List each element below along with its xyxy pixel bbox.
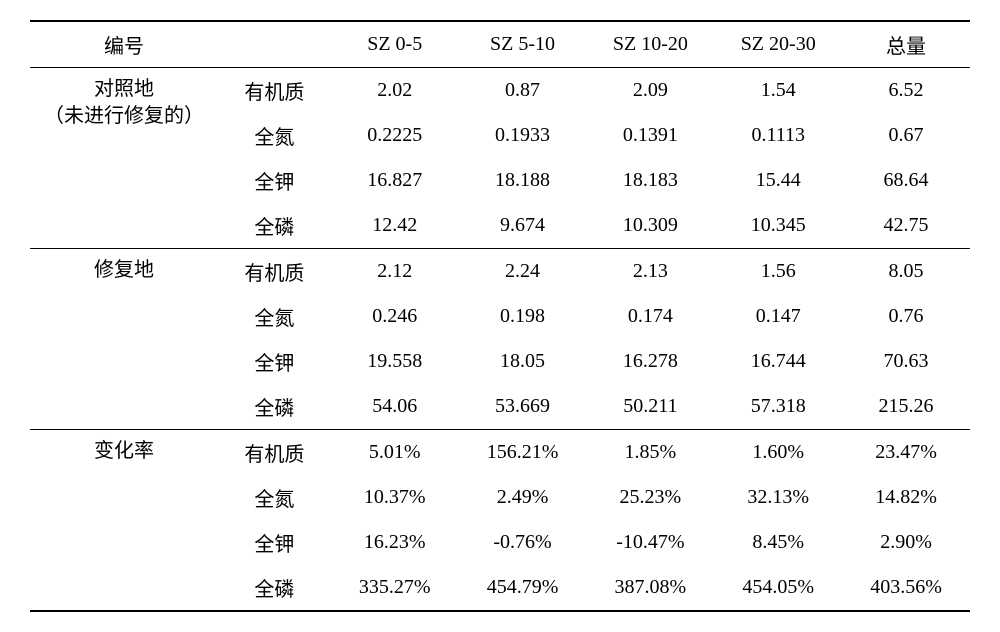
group-label-line: （未进行修复的） (34, 103, 214, 130)
data-cell: 0.87 (459, 68, 587, 114)
data-cell: 10.37% (331, 475, 459, 520)
data-cell: 0.1391 (586, 113, 714, 158)
data-cell: -0.76% (459, 520, 587, 565)
table-row: 对照地（未进行修复的）有机质2.020.872.091.546.52 (30, 68, 970, 114)
data-cell: 25.23% (586, 475, 714, 520)
data-cell: 18.05 (459, 339, 587, 384)
data-cell: 0.246 (331, 294, 459, 339)
data-cell: 2.49% (459, 475, 587, 520)
group-label: 对照地（未进行修复的） (30, 68, 218, 249)
metric-label: 全磷 (218, 565, 331, 611)
data-cell: 19.558 (331, 339, 459, 384)
data-cell: 2.02 (331, 68, 459, 114)
data-cell: 0.1113 (714, 113, 842, 158)
data-cell: 12.42 (331, 203, 459, 249)
data-cell: 50.211 (586, 384, 714, 430)
col-header: SZ 10-20 (586, 21, 714, 68)
data-cell: 18.183 (586, 158, 714, 203)
data-cell: 9.674 (459, 203, 587, 249)
data-cell: 16.827 (331, 158, 459, 203)
data-cell: 10.309 (586, 203, 714, 249)
group-label-line: 变化率 (34, 438, 214, 465)
metric-label: 全氮 (218, 294, 331, 339)
data-cell: 0.76 (842, 294, 970, 339)
data-cell: 16.23% (331, 520, 459, 565)
data-cell: 14.82% (842, 475, 970, 520)
data-cell: 2.24 (459, 249, 587, 295)
data-cell: 70.63 (842, 339, 970, 384)
group-label: 变化率 (30, 430, 218, 612)
metric-label: 有机质 (218, 430, 331, 476)
data-cell: 68.64 (842, 158, 970, 203)
data-cell: 57.318 (714, 384, 842, 430)
data-cell: 0.2225 (331, 113, 459, 158)
data-cell: 8.05 (842, 249, 970, 295)
data-cell: 18.188 (459, 158, 587, 203)
data-cell: 454.79% (459, 565, 587, 611)
data-cell: 15.44 (714, 158, 842, 203)
data-cell: 16.744 (714, 339, 842, 384)
data-table: 编号 SZ 0-5 SZ 5-10 SZ 10-20 SZ 20-30 总量 对… (30, 20, 970, 612)
col-header (218, 21, 331, 68)
data-cell: 2.12 (331, 249, 459, 295)
col-header: 总量 (842, 21, 970, 68)
data-cell: -10.47% (586, 520, 714, 565)
data-cell: 1.85% (586, 430, 714, 476)
data-cell: 0.147 (714, 294, 842, 339)
metric-label: 有机质 (218, 68, 331, 114)
group-label-line: 修复地 (34, 257, 214, 284)
col-header: SZ 0-5 (331, 21, 459, 68)
group-label: 修复地 (30, 249, 218, 430)
data-cell: 1.54 (714, 68, 842, 114)
data-cell: 0.67 (842, 113, 970, 158)
data-cell: 6.52 (842, 68, 970, 114)
metric-label: 全氮 (218, 475, 331, 520)
data-cell: 403.56% (842, 565, 970, 611)
data-cell: 0.198 (459, 294, 587, 339)
data-cell: 2.09 (586, 68, 714, 114)
col-header: SZ 5-10 (459, 21, 587, 68)
data-cell: 42.75 (842, 203, 970, 249)
metric-label: 全氮 (218, 113, 331, 158)
data-cell: 23.47% (842, 430, 970, 476)
data-cell: 8.45% (714, 520, 842, 565)
data-cell: 54.06 (331, 384, 459, 430)
data-cell: 16.278 (586, 339, 714, 384)
metric-label: 全钾 (218, 339, 331, 384)
data-cell: 215.26 (842, 384, 970, 430)
metric-label: 全钾 (218, 520, 331, 565)
data-cell: 0.174 (586, 294, 714, 339)
data-cell: 156.21% (459, 430, 587, 476)
data-cell: 454.05% (714, 565, 842, 611)
col-header: 编号 (30, 21, 218, 68)
data-cell: 2.13 (586, 249, 714, 295)
data-cell: 335.27% (331, 565, 459, 611)
metric-label: 全磷 (218, 203, 331, 249)
data-cell: 1.60% (714, 430, 842, 476)
table-group: 对照地（未进行修复的）有机质2.020.872.091.546.52全氮0.22… (30, 68, 970, 249)
data-cell: 2.90% (842, 520, 970, 565)
group-label-line: 对照地 (34, 76, 214, 103)
data-cell: 0.1933 (459, 113, 587, 158)
data-cell: 32.13% (714, 475, 842, 520)
data-cell: 387.08% (586, 565, 714, 611)
metric-label: 全钾 (218, 158, 331, 203)
data-cell: 10.345 (714, 203, 842, 249)
col-header: SZ 20-30 (714, 21, 842, 68)
metric-label: 有机质 (218, 249, 331, 295)
table-row: 修复地有机质2.122.242.131.568.05 (30, 249, 970, 295)
data-cell: 53.669 (459, 384, 587, 430)
table-row: 变化率有机质5.01%156.21%1.85%1.60%23.47% (30, 430, 970, 476)
metric-label: 全磷 (218, 384, 331, 430)
table-header: 编号 SZ 0-5 SZ 5-10 SZ 10-20 SZ 20-30 总量 (30, 21, 970, 68)
table-group: 修复地有机质2.122.242.131.568.05全氮0.2460.1980.… (30, 249, 970, 430)
data-cell: 5.01% (331, 430, 459, 476)
table-group: 变化率有机质5.01%156.21%1.85%1.60%23.47%全氮10.3… (30, 430, 970, 612)
data-cell: 1.56 (714, 249, 842, 295)
